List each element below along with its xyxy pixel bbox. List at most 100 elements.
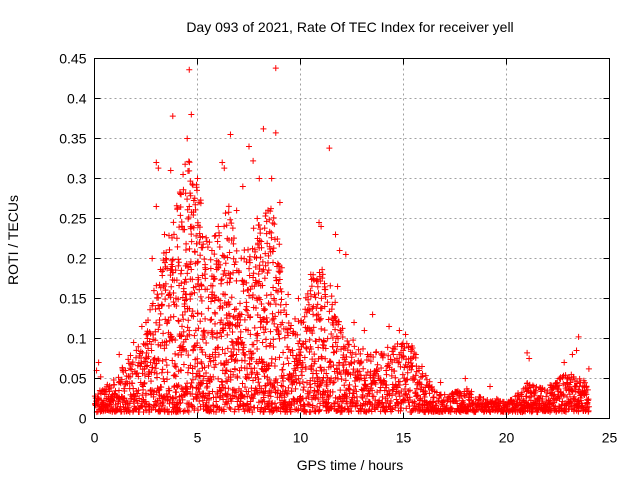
data-point — [273, 407, 280, 414]
data-point — [384, 344, 391, 351]
data-point — [318, 355, 325, 362]
data-point — [178, 367, 185, 374]
data-point — [341, 391, 348, 398]
data-point — [311, 358, 318, 365]
data-point — [184, 386, 191, 393]
data-point — [264, 318, 271, 325]
data-point — [178, 267, 185, 274]
data-point — [245, 327, 252, 334]
data-point — [125, 356, 132, 363]
data-point — [278, 296, 285, 303]
data-point — [556, 382, 563, 389]
data-point — [322, 355, 329, 362]
data-point — [174, 243, 181, 250]
data-point — [183, 240, 190, 247]
data-point — [394, 400, 401, 407]
plot-frame — [94, 58, 610, 419]
data-point — [370, 354, 377, 361]
data-point — [182, 308, 189, 315]
data-point — [260, 266, 267, 273]
data-point — [319, 266, 326, 273]
data-point — [168, 283, 175, 290]
data-point — [179, 396, 186, 403]
data-point — [380, 377, 387, 384]
data-point — [269, 248, 276, 255]
data-point — [97, 373, 104, 380]
data-point — [204, 286, 211, 293]
data-point — [221, 350, 228, 357]
data-point — [246, 360, 253, 367]
x-tick-label: 10 — [293, 430, 309, 446]
data-point — [333, 365, 340, 372]
data-point — [217, 261, 224, 268]
data-point — [305, 296, 312, 303]
data-point — [148, 378, 155, 385]
y-tick-label: 0.2 — [67, 251, 87, 267]
data-point — [315, 290, 322, 297]
data-point — [197, 293, 204, 300]
data-point — [280, 349, 287, 356]
data-point — [285, 360, 292, 367]
data-point — [237, 328, 244, 335]
data-point — [128, 380, 135, 387]
data-point — [467, 397, 474, 404]
data-point — [252, 304, 259, 311]
data-point — [341, 382, 348, 389]
data-point — [429, 399, 436, 406]
data-point — [215, 258, 222, 265]
data-point — [310, 324, 317, 331]
data-point — [332, 339, 339, 346]
data-point — [182, 336, 189, 343]
data-point — [244, 307, 251, 314]
data-point — [373, 348, 380, 355]
data-point — [417, 395, 424, 402]
data-point — [262, 326, 269, 333]
x-axis-label: GPS time / hours — [297, 457, 404, 473]
data-point — [195, 386, 202, 393]
data-point — [258, 244, 265, 251]
data-point — [254, 330, 261, 337]
data-point — [327, 363, 334, 370]
data-point — [184, 206, 191, 213]
data-point — [144, 362, 151, 369]
data-point — [551, 391, 558, 398]
data-point — [338, 376, 345, 383]
data-point — [250, 395, 257, 402]
data-point — [416, 380, 423, 387]
data-point — [302, 338, 309, 345]
data-point — [386, 323, 393, 330]
data-point — [178, 333, 185, 340]
y-axis-label: ROTI / TECUs — [5, 195, 21, 285]
data-point — [242, 384, 249, 391]
data-point — [390, 351, 397, 358]
data-point — [267, 301, 274, 308]
data-point — [95, 359, 102, 366]
data-point — [301, 354, 308, 361]
data-point — [240, 344, 247, 351]
data-point — [195, 407, 202, 414]
data-point — [207, 265, 214, 272]
data-point — [243, 259, 250, 266]
data-point — [187, 190, 194, 197]
data-point — [258, 358, 265, 365]
data-point — [346, 341, 353, 348]
data-point — [261, 373, 268, 380]
data-point — [275, 262, 282, 269]
data-point — [582, 389, 589, 396]
data-point — [177, 270, 184, 277]
data-point — [440, 397, 447, 404]
data-point — [275, 387, 282, 394]
data-point — [328, 293, 335, 300]
data-point — [125, 404, 132, 411]
data-point — [172, 267, 179, 274]
data-point — [133, 347, 140, 354]
data-point — [149, 364, 156, 371]
data-point — [342, 377, 349, 384]
axis-ticks — [94, 58, 610, 419]
data-point — [325, 399, 332, 406]
data-point — [221, 370, 228, 377]
data-point — [272, 129, 279, 136]
data-point — [211, 275, 218, 282]
data-point — [208, 316, 215, 323]
data-point — [127, 374, 134, 381]
